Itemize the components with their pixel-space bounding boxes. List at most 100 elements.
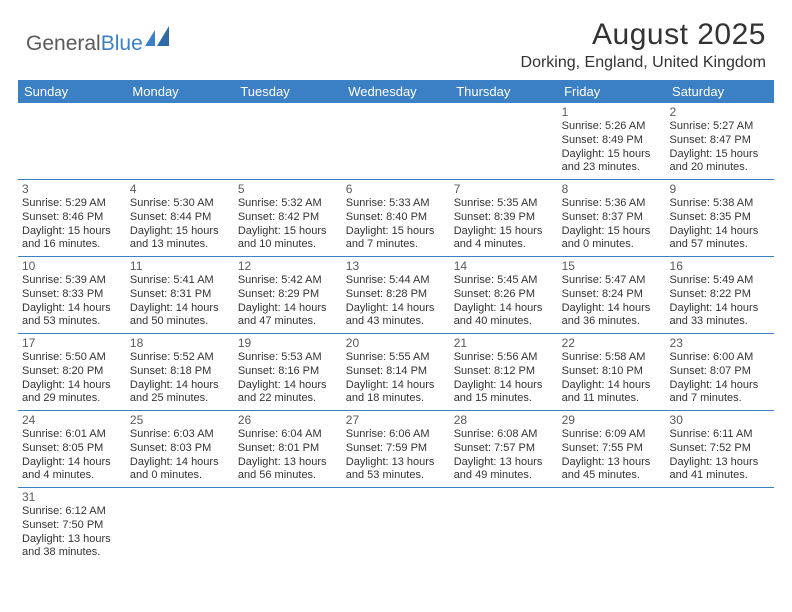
day-info-line: Sunrise: 6:03 AM (130, 428, 230, 442)
calendar-day-cell: 5Sunrise: 5:32 AMSunset: 8:42 PMDaylight… (234, 180, 342, 257)
day-info-line: and 15 minutes. (454, 392, 554, 406)
day-info-line: and 38 minutes. (22, 546, 122, 560)
calendar-day-cell: 19Sunrise: 5:53 AMSunset: 8:16 PMDayligh… (234, 334, 342, 411)
logo-text-part1: General (26, 32, 101, 55)
calendar-day-cell: 6Sunrise: 5:33 AMSunset: 8:40 PMDaylight… (342, 180, 450, 257)
day-info-line: Sunrise: 5:44 AM (346, 274, 446, 288)
day-header: Wednesday (342, 80, 450, 103)
calendar-empty-cell (558, 488, 666, 565)
day-info-line: Sunset: 8:31 PM (130, 288, 230, 302)
day-info-line: Sunset: 8:05 PM (22, 442, 122, 456)
day-info-line: and 45 minutes. (562, 469, 662, 483)
day-info-line: Sunset: 8:47 PM (670, 134, 770, 148)
calendar-week-row: 1Sunrise: 5:26 AMSunset: 8:49 PMDaylight… (18, 103, 774, 180)
day-info-line: Sunrise: 5:29 AM (22, 197, 122, 211)
calendar-empty-cell (126, 103, 234, 180)
day-info-line: Daylight: 14 hours (22, 456, 122, 470)
day-info-line: Sunset: 8:10 PM (562, 365, 662, 379)
day-info-line: Sunset: 8:07 PM (670, 365, 770, 379)
day-info-line: and 40 minutes. (454, 315, 554, 329)
day-info-line: Sunrise: 5:47 AM (562, 274, 662, 288)
day-header: Sunday (18, 80, 126, 103)
day-info-line: Sunrise: 6:04 AM (238, 428, 338, 442)
day-info-line: Daylight: 13 hours (454, 456, 554, 470)
calendar-day-cell: 11Sunrise: 5:41 AMSunset: 8:31 PMDayligh… (126, 257, 234, 334)
calendar-day-cell: 12Sunrise: 5:42 AMSunset: 8:29 PMDayligh… (234, 257, 342, 334)
day-info-line: Daylight: 14 hours (670, 225, 770, 239)
day-info-line: Daylight: 14 hours (130, 302, 230, 316)
calendar-empty-cell (234, 103, 342, 180)
day-number: 18 (130, 336, 230, 350)
day-info-line: Sunrise: 5:52 AM (130, 351, 230, 365)
calendar-day-cell: 15Sunrise: 5:47 AMSunset: 8:24 PMDayligh… (558, 257, 666, 334)
calendar-day-cell: 22Sunrise: 5:58 AMSunset: 8:10 PMDayligh… (558, 334, 666, 411)
calendar-day-cell: 1Sunrise: 5:26 AMSunset: 8:49 PMDaylight… (558, 103, 666, 180)
day-number: 9 (670, 182, 770, 196)
day-info-line: Sunset: 8:49 PM (562, 134, 662, 148)
day-info-line: Sunset: 8:01 PM (238, 442, 338, 456)
day-info-line: Sunrise: 5:32 AM (238, 197, 338, 211)
day-info-line: Sunrise: 5:36 AM (562, 197, 662, 211)
day-info-line: and 13 minutes. (130, 238, 230, 252)
day-info-line: Sunset: 7:57 PM (454, 442, 554, 456)
day-info-line: Sunset: 8:14 PM (346, 365, 446, 379)
calendar-day-cell: 21Sunrise: 5:56 AMSunset: 8:12 PMDayligh… (450, 334, 558, 411)
day-info-line: Sunrise: 6:09 AM (562, 428, 662, 442)
day-info-line: Sunset: 8:35 PM (670, 211, 770, 225)
day-info-line: Sunrise: 5:50 AM (22, 351, 122, 365)
day-number: 25 (130, 413, 230, 427)
day-number: 15 (562, 259, 662, 273)
day-info-line: and 57 minutes. (670, 238, 770, 252)
day-info-line: Daylight: 13 hours (346, 456, 446, 470)
day-info-line: Daylight: 14 hours (22, 302, 122, 316)
day-info-line: Sunrise: 5:35 AM (454, 197, 554, 211)
day-info-line: Sunset: 8:26 PM (454, 288, 554, 302)
calendar-table: SundayMondayTuesdayWednesdayThursdayFrid… (18, 80, 774, 564)
logo: GeneralBlue (26, 26, 171, 61)
day-info-line: Daylight: 14 hours (130, 456, 230, 470)
day-info-line: Daylight: 14 hours (562, 379, 662, 393)
day-info-line: Sunset: 7:52 PM (670, 442, 770, 456)
day-info-line: and 23 minutes. (562, 161, 662, 175)
day-info-line: and 22 minutes. (238, 392, 338, 406)
day-info-line: Sunset: 8:46 PM (22, 211, 122, 225)
day-info-line: Sunrise: 5:49 AM (670, 274, 770, 288)
calendar-empty-cell (342, 103, 450, 180)
calendar-day-cell: 25Sunrise: 6:03 AMSunset: 8:03 PMDayligh… (126, 411, 234, 488)
calendar-empty-cell (18, 103, 126, 180)
calendar-day-cell: 13Sunrise: 5:44 AMSunset: 8:28 PMDayligh… (342, 257, 450, 334)
day-info-line: and 36 minutes. (562, 315, 662, 329)
calendar-empty-cell (666, 488, 774, 565)
calendar-week-row: 17Sunrise: 5:50 AMSunset: 8:20 PMDayligh… (18, 334, 774, 411)
day-info-line: Sunrise: 5:39 AM (22, 274, 122, 288)
calendar-day-cell: 23Sunrise: 6:00 AMSunset: 8:07 PMDayligh… (666, 334, 774, 411)
day-info-line: Sunset: 7:50 PM (22, 519, 122, 533)
day-info-line: Sunset: 8:16 PM (238, 365, 338, 379)
day-number: 7 (454, 182, 554, 196)
day-info-line: Daylight: 15 hours (562, 225, 662, 239)
calendar-week-row: 10Sunrise: 5:39 AMSunset: 8:33 PMDayligh… (18, 257, 774, 334)
calendar-day-cell: 10Sunrise: 5:39 AMSunset: 8:33 PMDayligh… (18, 257, 126, 334)
day-info-line: Sunset: 8:29 PM (238, 288, 338, 302)
calendar-day-cell: 9Sunrise: 5:38 AMSunset: 8:35 PMDaylight… (666, 180, 774, 257)
day-number: 22 (562, 336, 662, 350)
calendar-header-row: SundayMondayTuesdayWednesdayThursdayFrid… (18, 80, 774, 103)
day-info-line: Daylight: 14 hours (130, 379, 230, 393)
day-info-line: Daylight: 14 hours (670, 379, 770, 393)
day-info-line: Sunrise: 5:27 AM (670, 120, 770, 134)
day-info-line: and 43 minutes. (346, 315, 446, 329)
calendar-day-cell: 4Sunrise: 5:30 AMSunset: 8:44 PMDaylight… (126, 180, 234, 257)
day-number: 1 (562, 105, 662, 119)
day-number: 10 (22, 259, 122, 273)
day-number: 14 (454, 259, 554, 273)
day-header: Thursday (450, 80, 558, 103)
day-info-line: Sunrise: 5:30 AM (130, 197, 230, 211)
day-info-line: and 20 minutes. (670, 161, 770, 175)
day-info-line: Sunrise: 5:58 AM (562, 351, 662, 365)
day-info-line: and 53 minutes. (22, 315, 122, 329)
calendar-empty-cell (450, 103, 558, 180)
logo-sail-icon (145, 26, 171, 51)
day-info-line: Sunrise: 6:08 AM (454, 428, 554, 442)
day-info-line: Sunrise: 6:00 AM (670, 351, 770, 365)
day-info-line: and 41 minutes. (670, 469, 770, 483)
